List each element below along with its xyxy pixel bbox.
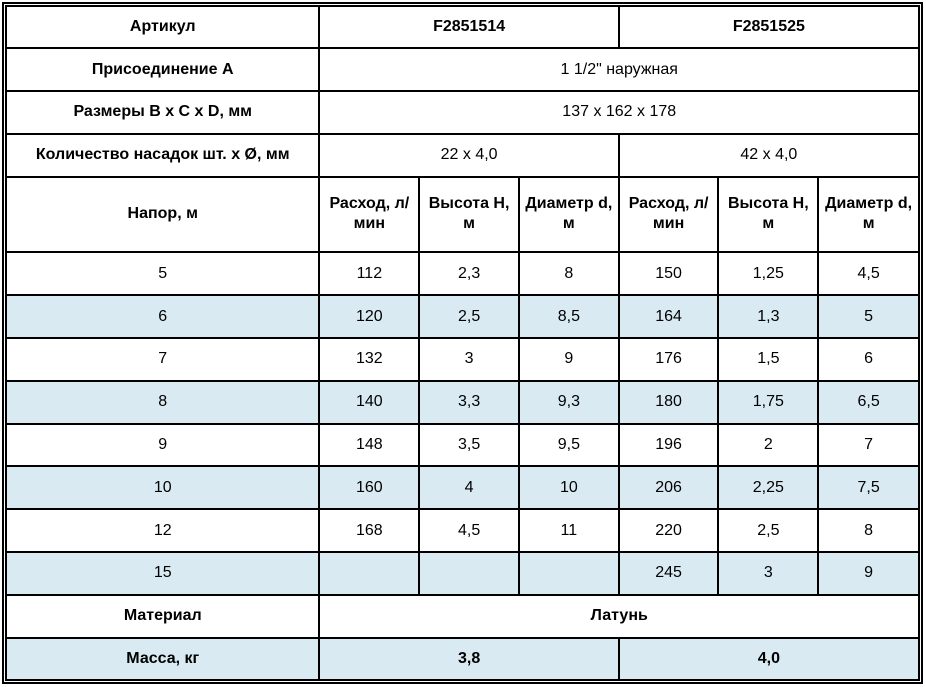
cell: 3 [717,551,820,596]
nozzles-value-1: 22 x 4,0 [318,132,620,178]
mass-value-2: 4,0 [617,636,918,679]
flow-row: 10 160 4 10 206 2,25 7,5 [7,465,918,511]
cell: 3,5 [418,422,520,468]
cell: 2,25 [717,465,820,511]
col-header-flow-1: Расход, л/мин [318,175,421,254]
cell: 4,5 [418,508,520,554]
cell: 1,3 [717,294,820,339]
cell: 9 [817,551,918,596]
row-mass: Масса, кг 3,8 4,0 [7,636,918,679]
flow-row: 15 245 3 9 [7,551,918,596]
cell: 10 [517,465,620,511]
cell: 6 [817,336,918,382]
cell: 6,5 [817,379,918,425]
cell: 196 [617,422,720,468]
head-value: 15 [7,551,321,596]
material-value: Латунь [318,593,918,639]
article-number-1: F2851514 [318,7,620,50]
row-article: Артикул F2851514 F2851525 [7,7,918,50]
col-header-height-1: Высота H, м [418,175,520,254]
cell: 132 [318,336,421,382]
row-connection: Присоединение А 1 1/2" наружная [7,47,918,92]
cell: 1,5 [717,336,820,382]
dimensions-value: 137 x 162 x 178 [318,89,918,135]
cell: 180 [617,379,720,425]
cell: 150 [617,251,720,297]
nozzles-value-2: 42 x 4,0 [617,132,918,178]
cell: 148 [318,422,421,468]
cell: 9,5 [517,422,620,468]
cell: 160 [318,465,421,511]
cell: 164 [617,294,720,339]
cell: 2,5 [418,294,520,339]
row-performance-header: Напор, м Расход, л/мин Высота H, м Диаме… [7,175,918,254]
cell: 2,3 [418,251,520,297]
head-value: 5 [7,251,321,297]
flow-row: 9 148 3,5 9,5 196 2 7 [7,422,918,468]
material-label: Материал [7,593,321,639]
cell: 3 [418,336,520,382]
cell: 9 [517,336,620,382]
cell: 140 [318,379,421,425]
cell: 176 [617,336,720,382]
mass-label: Масса, кг [7,636,321,679]
row-material: Материал Латунь [7,593,918,639]
cell: 245 [617,551,720,596]
cell: 5 [817,294,918,339]
cell: 8 [517,251,620,297]
cell: 11 [517,508,620,554]
row-nozzles: Количество насадок шт. х Ø, мм 22 x 4,0 … [7,132,918,178]
cell: 4 [418,465,520,511]
cell: 2 [717,422,820,468]
connection-value: 1 1/2" наружная [318,47,918,92]
head-value: 10 [7,465,321,511]
cell: 1,25 [717,251,820,297]
cell: 220 [617,508,720,554]
cell: 112 [318,251,421,297]
col-header-diameter-2: Диаметр d, м [817,175,918,254]
head-value: 6 [7,294,321,339]
cell: 168 [318,508,421,554]
cell: 120 [318,294,421,339]
cell-empty [318,551,421,596]
cell: 3,3 [418,379,520,425]
col-header-flow-2: Расход, л/мин [617,175,720,254]
col-header-diameter-1: Диаметр d, м [517,175,620,254]
head-value: 12 [7,508,321,554]
head-value: 8 [7,379,321,425]
head-label: Напор, м [7,175,321,254]
nozzles-label: Количество насадок шт. х Ø, мм [7,132,321,178]
article-label: Артикул [7,7,321,50]
mass-value-1: 3,8 [318,636,620,679]
spec-table: Артикул F2851514 F2851525 Присоединение … [7,7,918,679]
cell: 2,5 [717,508,820,554]
col-header-height-2: Высота H, м [717,175,820,254]
connection-label: Присоединение А [7,47,321,92]
head-value: 7 [7,336,321,382]
flow-row: 5 112 2,3 8 150 1,25 4,5 [7,251,918,297]
cell-empty [517,551,620,596]
cell: 206 [617,465,720,511]
cell: 8,5 [517,294,620,339]
flow-row: 12 168 4,5 11 220 2,5 8 [7,508,918,554]
cell: 4,5 [817,251,918,297]
head-value: 9 [7,422,321,468]
flow-row: 7 132 3 9 176 1,5 6 [7,336,918,382]
cell: 7,5 [817,465,918,511]
cell: 1,75 [717,379,820,425]
flow-row: 6 120 2,5 8,5 164 1,3 5 [7,294,918,339]
dimensions-label: Размеры B x C x D, мм [7,89,321,135]
flow-row: 8 140 3,3 9,3 180 1,75 6,5 [7,379,918,425]
cell: 8 [817,508,918,554]
row-dimensions: Размеры B x C x D, мм 137 x 162 x 178 [7,89,918,135]
cell: 7 [817,422,918,468]
cell: 9,3 [517,379,620,425]
cell-empty [418,551,520,596]
article-number-2: F2851525 [617,7,918,50]
